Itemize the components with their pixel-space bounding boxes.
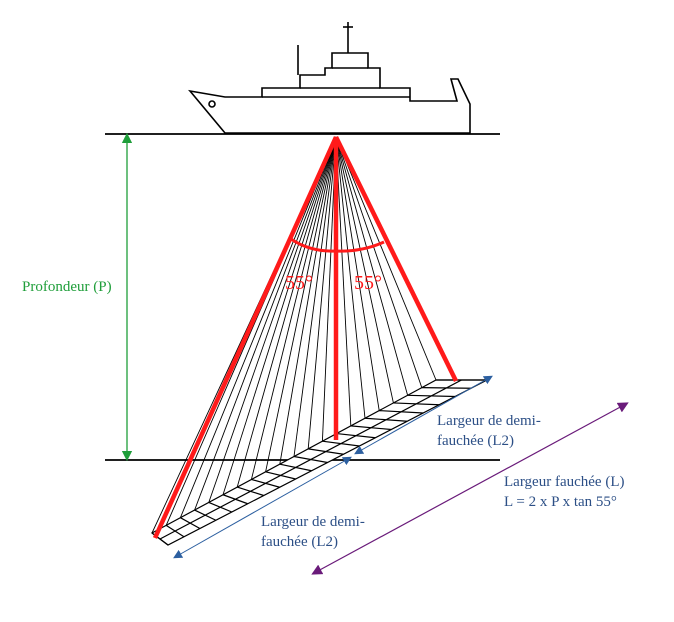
beam-ray [222,136,337,495]
beam-ray [208,136,337,503]
half-swath-left-label-line1: Largeur de demi- [261,514,365,530]
beam-ray [250,136,337,480]
half-swath-left-label-line2: fauchée (L2) [261,534,338,550]
red-beam-lines [152,136,459,539]
swath-width-arrow [311,402,629,575]
beam-ray [265,136,337,472]
half-swath-right-label-line2: fauchée (L2) [437,433,514,449]
angle-arcs [290,237,385,253]
beam-ray [194,136,337,511]
beam-ray [335,136,437,381]
beam-ray [335,136,380,411]
beam-ray [293,136,337,457]
beam-ray [335,136,352,426]
beam-ray [179,136,337,518]
angle-right-label: 55° [354,272,382,294]
beam-ray [279,136,337,465]
beam-ray [335,136,394,404]
ship-icon [187,22,471,134]
swath-width-label: Largeur fauchée (L) [504,474,624,490]
swath-width-formula: L = 2 x P x tan 55° [504,494,617,510]
beam-ray [236,136,337,488]
beam-ray [335,136,409,396]
angle-left-label: 55° [285,272,313,294]
beam-ray [307,136,337,449]
beam-ray [321,136,337,442]
beam-ray [335,136,366,419]
beam-ray [335,136,423,388]
depth-label: Profondeur (P) [22,279,112,295]
half-swath-right-label-line1: Largeur de demi- [437,413,541,429]
